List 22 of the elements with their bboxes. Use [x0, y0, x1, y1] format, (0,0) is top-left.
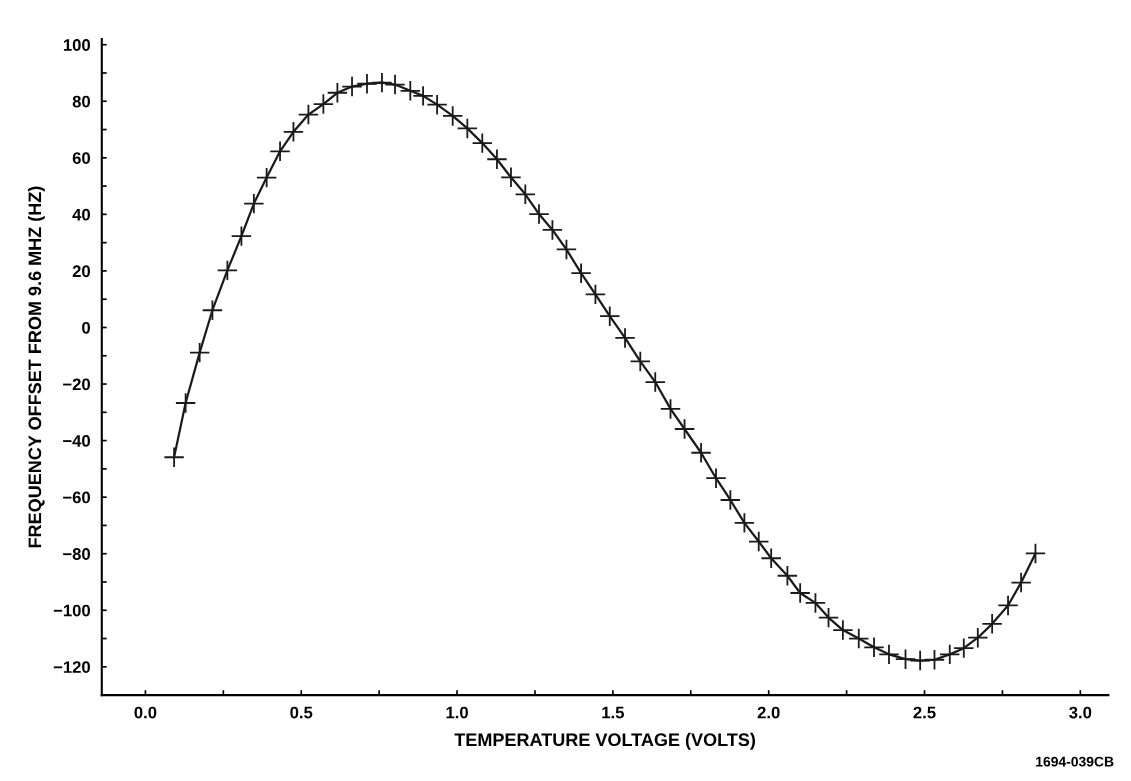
y-axis-title: FREQUENCY OFFSET FROM 9.6 MHZ (HZ): [27, 186, 45, 548]
x-axis-title: TEMPERATURE VOLTAGE (VOLTS): [454, 732, 755, 750]
y-tick-label: −20: [63, 378, 90, 391]
y-tick-label: −80: [63, 548, 90, 560]
y-tick-label: 100: [63, 39, 90, 51]
x-tick-label: 1.5: [602, 706, 624, 719]
text: 1694-039CB: [1036, 756, 1114, 767]
x-tick-label: 2.5: [913, 706, 936, 719]
x-tick-label: 1.0: [446, 706, 468, 719]
x-tick-label: 2.0: [757, 706, 780, 719]
y-tick-label: −100: [53, 604, 90, 617]
y-tick-label: 80: [72, 95, 90, 108]
x-tick-label: 3.0: [1069, 706, 1092, 719]
y-tick-label: 0: [82, 321, 90, 334]
x-tick-label: 0.0: [134, 706, 157, 719]
y-tick-label: −120: [53, 661, 90, 674]
y-tick-label: −60: [63, 491, 90, 504]
y-tick-label: 40: [72, 208, 90, 221]
y-tick-label: 20: [72, 265, 90, 278]
y-tick-label: 60: [72, 152, 90, 165]
y-tick-label: −40: [63, 434, 90, 447]
x-tick-label: 0.5: [290, 706, 313, 719]
